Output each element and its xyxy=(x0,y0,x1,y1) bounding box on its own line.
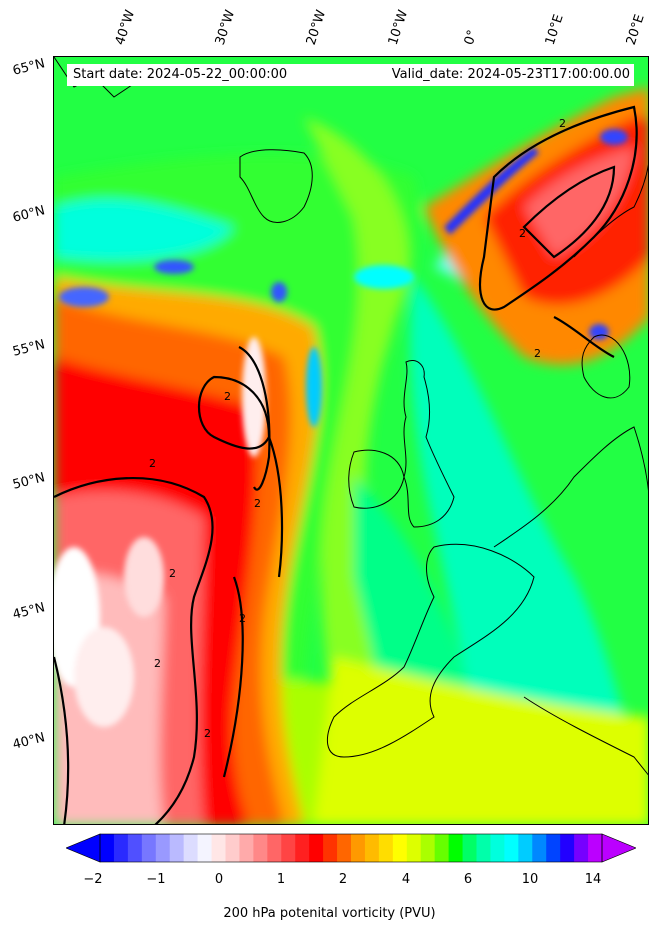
colorbar-label: 200 hPa potenital vorticity (PVU) xyxy=(223,906,436,921)
colorbar-cells xyxy=(100,834,603,862)
contour-labels: 2 2 2 2 2 2 2 2 2 2 xyxy=(149,117,566,740)
contour-label: 2 xyxy=(239,612,246,625)
colorbar-tick: 6 xyxy=(463,872,473,887)
colorbar-cell xyxy=(448,834,464,862)
colorbar-over-arrow xyxy=(601,833,636,863)
lat-label-45n: 45°N xyxy=(11,600,47,623)
contour-label: 2 xyxy=(149,457,156,470)
colorbar-cell xyxy=(225,834,240,862)
contour-label: 2 xyxy=(519,227,526,240)
contour-label: 2 xyxy=(204,727,211,740)
pv-field-map: 2 2 2 2 2 2 2 2 2 2 xyxy=(54,57,648,824)
colorbar-cell xyxy=(113,834,129,862)
lon-label-20e: 20°E xyxy=(623,12,648,48)
colorbar-cell xyxy=(183,834,199,862)
title-box: Start date: 2024-05-22_00:00:00 Valid_da… xyxy=(67,64,634,86)
colorbar-cell xyxy=(504,834,519,862)
contour-label: 2 xyxy=(224,390,231,403)
colorbar-cell xyxy=(337,834,352,862)
colorbar-cell xyxy=(546,834,561,862)
lat-label-55n: 55°N xyxy=(11,337,47,360)
lat-label-60n: 60°N xyxy=(11,203,47,226)
colorbar-cell xyxy=(239,834,254,862)
colorbar-cell xyxy=(127,834,143,862)
colorbar-tick: 4 xyxy=(401,872,411,887)
colorbar-cell xyxy=(211,834,226,862)
colorbar-cell xyxy=(281,834,296,862)
pv-2-contours xyxy=(54,105,638,824)
colorbar-tick: 0 xyxy=(214,872,224,887)
colorbar-tick: 10 xyxy=(521,872,539,887)
colorbar-tick: 1 xyxy=(276,872,286,887)
colorbar-cell xyxy=(518,834,533,862)
colorbar-tick: 14 xyxy=(584,872,602,887)
colorbar-cell xyxy=(100,834,115,862)
start-date-text: Start date: 2024-05-22_00:00:00 xyxy=(73,67,288,82)
colorbar-cell xyxy=(267,834,282,862)
colorbar-cell xyxy=(295,834,310,862)
colorbar-cell xyxy=(197,834,213,862)
lon-label-20w: 20°W xyxy=(303,8,330,47)
colorbar-cell xyxy=(476,834,491,862)
lon-label-40w: 40°W xyxy=(112,8,139,47)
colorbar-under-arrow xyxy=(66,833,101,863)
colorbar-cell xyxy=(351,834,366,862)
contour-label: 2 xyxy=(534,347,541,360)
lon-label-10w: 10°W xyxy=(385,8,412,47)
lon-label-0: 0° xyxy=(461,28,481,47)
colorbar-cell xyxy=(253,834,268,862)
colorbar-cell xyxy=(420,834,436,862)
colorbar-tick: −2 xyxy=(83,872,103,887)
colorbar-cell xyxy=(364,834,380,862)
colorbar-cell xyxy=(169,834,185,862)
valid-date-text: Valid_date: 2024-05-23T17:00:00.00 xyxy=(391,67,630,82)
contour-label: 2 xyxy=(559,117,566,130)
colorbar-cell xyxy=(141,834,157,862)
colorbar-cell xyxy=(574,834,589,862)
colorbar-cell xyxy=(532,834,547,862)
colorbar-tick: 2 xyxy=(338,872,348,887)
colorbar-cell xyxy=(462,834,477,862)
colorbar-cell xyxy=(490,834,505,862)
contour-label: 2 xyxy=(154,657,161,670)
colorbar-tick: −1 xyxy=(146,872,166,887)
lat-label-65n: 65°N xyxy=(11,56,47,79)
lat-label-40n: 40°N xyxy=(11,730,47,753)
contour-label: 2 xyxy=(169,567,176,580)
lon-label-30w: 30°W xyxy=(212,8,239,47)
colorbar-cell xyxy=(378,834,394,862)
map-panel: 2 2 2 2 2 2 2 2 2 2 xyxy=(53,56,649,825)
colorbar-cell xyxy=(323,834,338,862)
lat-label-50n: 50°N xyxy=(11,470,47,493)
colorbar-cell xyxy=(309,834,324,862)
colorbar-cell xyxy=(155,834,171,862)
colorbar-cell xyxy=(392,834,408,862)
contour-label: 2 xyxy=(254,497,261,510)
colorbar-cell xyxy=(434,834,450,862)
colorbar-cell xyxy=(560,834,575,862)
lon-label-10e: 10°E xyxy=(542,12,567,48)
colorbar-cell xyxy=(406,834,422,862)
colorbar-frame xyxy=(99,833,603,863)
colorbar-cell xyxy=(588,834,603,862)
colorbar xyxy=(66,833,636,863)
